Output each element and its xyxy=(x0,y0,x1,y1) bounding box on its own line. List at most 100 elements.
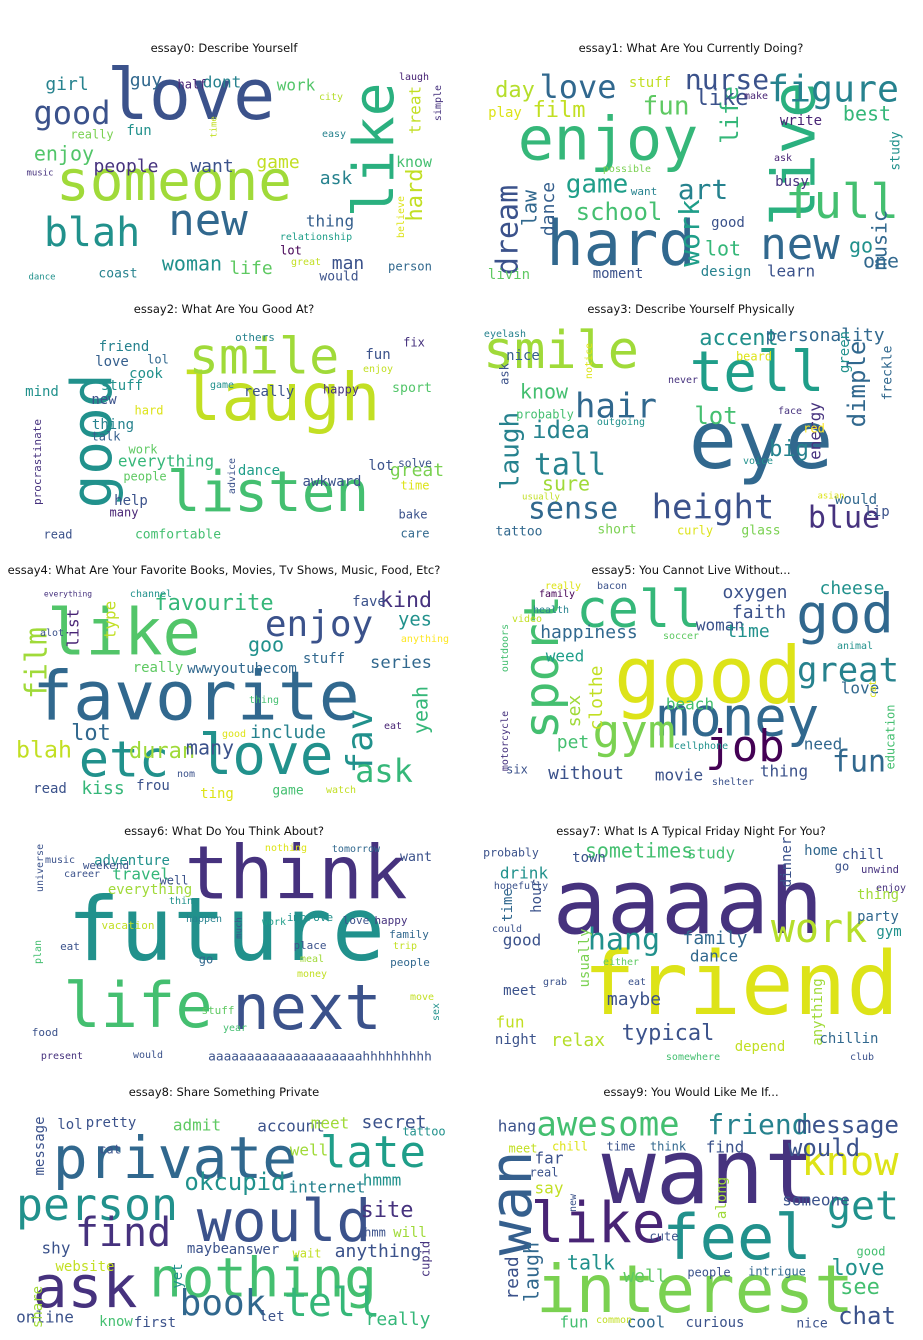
word-enjoy: enjoy xyxy=(518,105,699,175)
word-probably: probably xyxy=(516,408,574,422)
word-common: common xyxy=(596,1315,632,1326)
word-half: half xyxy=(178,78,207,92)
word-full: full xyxy=(785,175,899,230)
word-idea: idea xyxy=(532,416,590,444)
word-read: read xyxy=(502,1256,523,1299)
word-gym: gym xyxy=(592,705,675,759)
word-people: people xyxy=(390,956,430,969)
word-fun: fun xyxy=(643,92,690,122)
wordcloud-panel-9: essay9: You Would Like Me If... want inte… xyxy=(477,1085,903,1340)
word-livin: livin xyxy=(488,267,530,283)
word-feel: feel xyxy=(662,1201,811,1274)
word-comfortable: comfortable xyxy=(135,528,221,543)
word-write: write xyxy=(780,113,822,129)
word-procrastinate: procrastinate xyxy=(31,419,44,505)
word-include: include xyxy=(250,722,326,743)
panel-title: essay0: Describe Yourself xyxy=(150,41,298,55)
word-lol: lol xyxy=(147,353,169,367)
word-woman: woman xyxy=(162,252,222,276)
word-favorite: favorite xyxy=(32,658,360,737)
word-energy: energy xyxy=(806,402,825,460)
word-site: site xyxy=(361,1198,414,1223)
word-study: study xyxy=(889,131,904,170)
word-next: next xyxy=(232,971,381,1044)
word-online: online xyxy=(16,1308,74,1327)
word-wait: wait xyxy=(293,1247,322,1261)
word-fun: fun xyxy=(496,1013,525,1032)
word-move: move xyxy=(410,992,434,1003)
word-type: type xyxy=(101,601,120,640)
word-tattoo: tattoo xyxy=(402,1125,445,1139)
wordcloud-panel-3: essay3: Describe Yourself Physically smi… xyxy=(479,302,903,557)
word-life: life xyxy=(716,86,744,144)
word-think: think xyxy=(185,831,408,917)
word-go: go xyxy=(835,860,849,874)
word-law: law xyxy=(518,189,542,226)
word-like: like xyxy=(696,86,749,111)
word-think: think xyxy=(650,1140,687,1154)
word-new: new xyxy=(568,1193,579,1212)
panel-title: essay9: You Would Like Me If... xyxy=(603,1085,779,1099)
word-time: time xyxy=(500,888,516,922)
word-day: day xyxy=(495,78,535,103)
word-short: short xyxy=(597,523,636,538)
word-lip: lip xyxy=(864,504,889,520)
word-hmm: hmm xyxy=(364,1226,386,1240)
panel-title: essay4: What Are Your Favorite Books, Mo… xyxy=(7,563,441,577)
word-stuff: stuff xyxy=(201,1004,234,1017)
word-oxygen: oxygen xyxy=(722,582,787,603)
word-film: film xyxy=(20,627,55,699)
panel-title: essay5: You Cannot Live Without... xyxy=(591,563,791,577)
word-probably: probably xyxy=(483,846,539,860)
word-time: time xyxy=(210,116,220,138)
word-cool: cool xyxy=(627,1313,666,1332)
word-hard: hard xyxy=(403,169,428,222)
word-cute: cute xyxy=(650,1230,679,1244)
word-lot: lot xyxy=(280,244,302,258)
word-many: many xyxy=(186,736,234,760)
word-well: well xyxy=(290,1141,329,1160)
word-happy: happy xyxy=(374,914,407,927)
word-tall: tall xyxy=(534,448,606,483)
word-frou: frou xyxy=(136,778,170,794)
word-dance: dance xyxy=(238,463,280,479)
word-real: real xyxy=(530,1166,559,1180)
word-fun: fun xyxy=(365,347,390,363)
word-dance: dance xyxy=(690,947,738,966)
word-good: good xyxy=(503,931,542,950)
word-enjoy: enjoy xyxy=(265,604,373,645)
word-laugh: laugh xyxy=(496,412,526,490)
word-fun: fun xyxy=(832,745,886,780)
word-life: life xyxy=(229,258,272,279)
word-someone: someone xyxy=(782,1191,849,1210)
word-stuff: stuff xyxy=(101,378,143,394)
word-guy: guy xyxy=(130,70,163,91)
word-let: let xyxy=(259,1309,284,1325)
word-big: big xyxy=(769,437,809,462)
word-people: people xyxy=(123,470,166,484)
word-know: know xyxy=(99,1314,133,1330)
word-smile: smile xyxy=(189,328,340,386)
word-motorcycle: motorcycle xyxy=(500,711,511,771)
word-thing: thing xyxy=(92,417,134,433)
word-study: study xyxy=(687,844,736,863)
word-meet: meet xyxy=(503,983,537,999)
word-curious: curious xyxy=(685,1315,744,1331)
word-find: find xyxy=(706,1138,745,1157)
word-town: town xyxy=(572,850,606,866)
word-nothing: nothing xyxy=(149,1247,377,1310)
word-tell: tell xyxy=(690,340,825,405)
word-play: play xyxy=(488,105,522,121)
word-could: could xyxy=(492,924,522,935)
panel-title: essay8: Share Something Private xyxy=(128,1085,320,1099)
word-family: family xyxy=(682,928,747,949)
word-good: good xyxy=(33,94,110,132)
word-never: never xyxy=(668,375,698,386)
word-interest: interest xyxy=(536,1251,854,1328)
word-figure: figure xyxy=(767,68,899,111)
word-chat: chat xyxy=(838,1302,896,1330)
word-eat: eat xyxy=(60,940,80,953)
word-hopefully: hopefully xyxy=(494,881,548,892)
